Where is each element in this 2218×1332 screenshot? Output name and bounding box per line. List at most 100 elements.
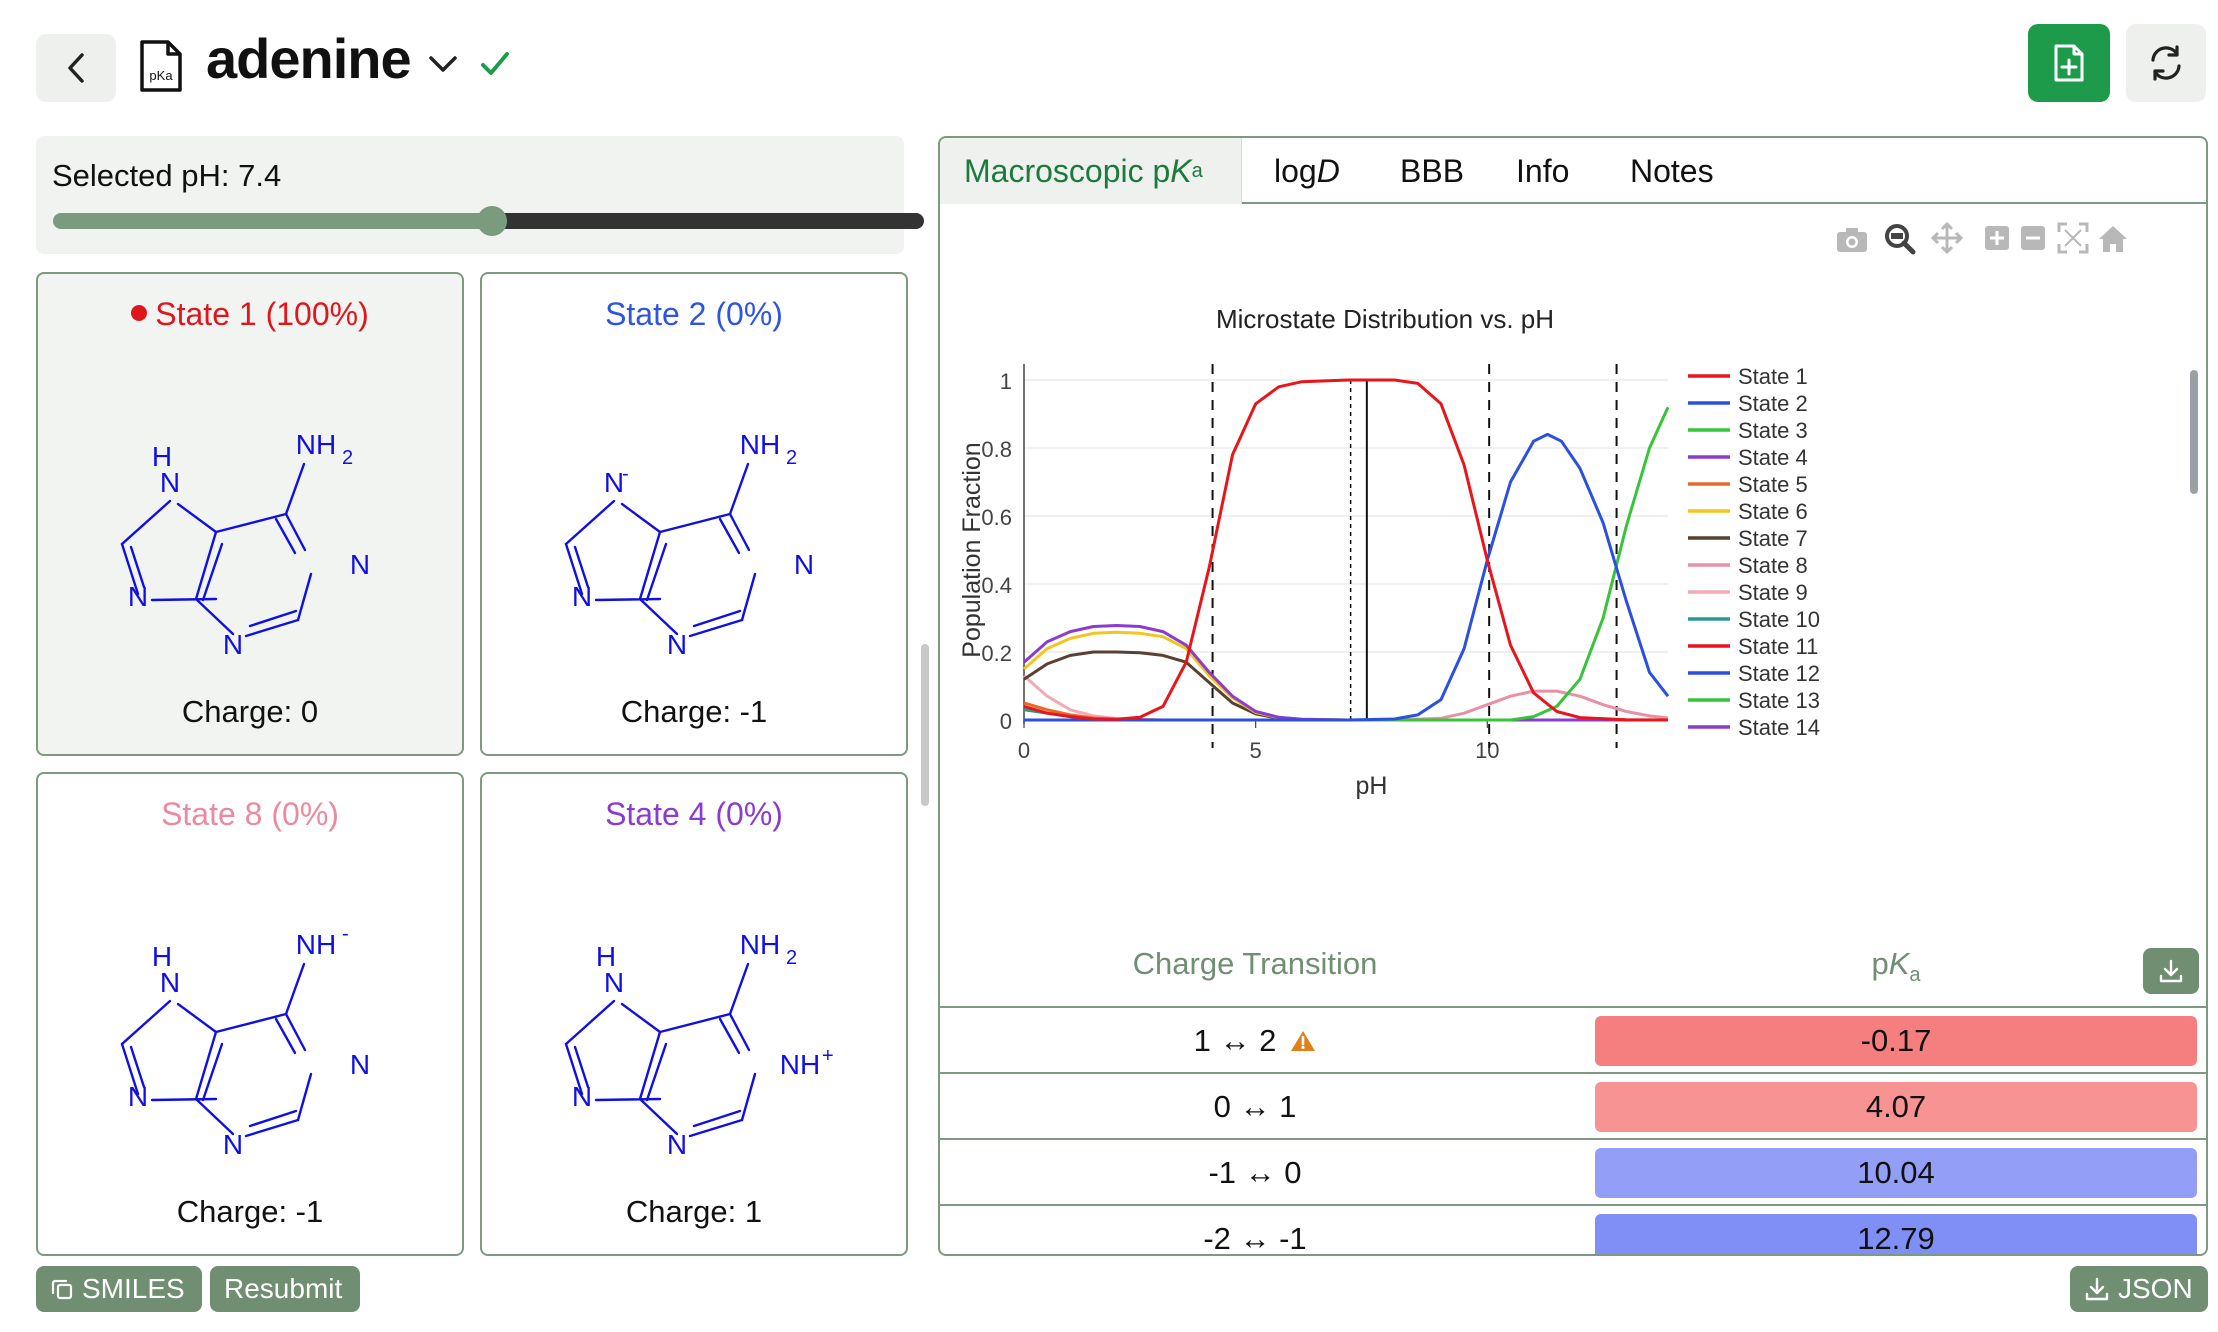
transition-text: 0 ↔ 1 [1213,1089,1297,1124]
tab-notes[interactable]: Notes [1630,138,1714,204]
x-tick-label: 10 [1475,738,1499,763]
home-icon[interactable] [2099,226,2127,252]
autoscale-icon[interactable] [2057,222,2089,254]
y-tick-label: 0.6 [981,505,1012,530]
amine-label: NH [296,929,336,960]
table-row: -2 ↔ -1 12.79 [940,1204,2206,1256]
resubmit-button[interactable]: Resubmit [210,1266,360,1312]
molecule-title[interactable]: adenine [206,27,412,90]
legend-label: State 11 [1738,634,1818,659]
new-document-button[interactable] [2028,24,2110,102]
ph-slider-thumb[interactable] [477,206,507,236]
tab-logd[interactable]: log D [1274,138,1340,204]
transition-text: 1 ↔ 2 [1193,1023,1277,1058]
molecule-structure: N - N N N NH 2 [564,429,814,654]
state-card[interactable]: State 1 (100%) N H N N N NH 2 [36,272,464,756]
x-tick-label: 5 [1250,738,1262,763]
n9-atom-label: N [572,1081,592,1112]
pka-header-sub: a [1909,964,1921,987]
amine-label: NH [740,429,780,460]
zoom-in-icon[interactable] [1985,226,2009,250]
n7-atom-label: N [160,467,180,498]
h-atom-label: H [596,941,616,972]
state-title-text: State 1 (100%) [155,296,369,332]
n7-atom-label: N [160,967,180,998]
distribution-chart[interactable]: Microstate Distribution vs. pH 0 0.2 0.4 0.6… [940,204,2208,944]
json-label: JSON [2118,1273,2193,1304]
state-title: State 1 (100%) [38,296,462,333]
chart-title: Microstate Distribution vs. pH [1216,304,1554,334]
pan-icon[interactable] [1930,221,1964,255]
charge-transition-cell: 1 ↔ 2 [940,1008,1570,1074]
legend-label: State 12 [1738,661,1820,686]
charge-sup: - [622,463,629,485]
warning-icon[interactable] [1290,1029,1316,1053]
x-tick-label: 0 [1018,738,1030,763]
panel-resize-handle[interactable] [921,644,929,806]
tab-info[interactable]: Info [1516,138,1569,204]
smiles-label: SMILES [82,1273,185,1304]
legend-label: State 1 [1738,364,1808,389]
copy-icon [51,1279,73,1300]
transition-text: -2 ↔ -1 [1203,1221,1307,1256]
series-line [1023,630,1668,722]
zoom-out-icon[interactable] [2021,226,2045,250]
state-charge: Charge: -1 [620,694,768,729]
pka-value-cell: 4.07 [1595,1082,2197,1132]
refresh-button[interactable] [2126,24,2206,102]
table-row: 1 ↔ 2 -0.17 [940,1006,2206,1072]
amine-label: NH [740,929,780,960]
state-card[interactable]: State 2 (0%) N - N N N NH 2 [480,272,908,756]
n3-atom-label: N [223,629,243,654]
legend-label: State 3 [1738,418,1808,443]
molecule-structure: N H N N NH + NH 2 [564,929,834,1154]
y-tick-label: 1 [1000,369,1012,394]
legend-label: State 14 [1738,715,1820,740]
subscript: 2 [786,947,797,969]
state-title-text: State 4 (0%) [605,796,783,832]
legend-scrollbar [2190,370,2198,494]
state-card[interactable]: State 4 (0%) N H N N NH + NH 2 [480,772,908,1256]
n1-atom-label: N [794,549,814,580]
ph-slider-track[interactable] [486,213,924,229]
pka-value-cell: 10.04 [1595,1148,2197,1198]
series-line [1024,406,1670,722]
molecule-structure: N H N N N NH 2 [120,429,370,654]
state-title: State 2 (0%) [482,296,906,333]
copy-smiles-button[interactable]: SMILES [36,1266,202,1312]
state-title-text: State 2 (0%) [605,296,783,332]
h-atom-label: H [152,441,172,472]
ph-label: Selected pH: 7.4 [52,158,282,193]
charge-transition-cell: 0 ↔ 1 [940,1074,1570,1140]
state-title-text: State 8 (0%) [161,796,339,832]
tab-bbb[interactable]: BBB [1400,138,1464,204]
transition-text: -1 ↔ 0 [1208,1155,1302,1190]
pka-value-cell: 12.79 [1595,1214,2197,1254]
n1-atom-label: N [350,1049,370,1080]
y-axis-label: Population Fraction [958,442,986,657]
state-title: State 4 (0%) [482,796,906,833]
n3-atom-label: N [223,1129,243,1154]
legend-label: State 4 [1738,445,1808,470]
series-line [1023,624,1668,722]
pka-header: pKa [1595,946,2197,987]
download-json-button[interactable]: JSON [2070,1266,2208,1312]
chevron-down-icon[interactable] [428,54,458,74]
download-icon [2159,959,2183,983]
camera-icon[interactable] [1837,228,1867,252]
ph-slider-fill[interactable] [53,213,493,229]
chevron-left-icon [68,53,84,83]
state-card[interactable]: State 8 (0%) N H N N N NH - [36,772,464,1256]
legend-label: State 13 [1738,688,1820,713]
download-table-button[interactable] [2143,948,2199,994]
back-button[interactable] [36,34,116,102]
charge-transition-cell: -2 ↔ -1 [940,1206,1570,1256]
legend-label: State 6 [1738,499,1808,524]
series-line [1023,674,1668,722]
zoom-icon[interactable] [1885,224,1916,255]
n3-atom-label: N [667,629,687,654]
resubmit-label: Resubmit [224,1273,343,1304]
y-tick-label: 0.2 [981,641,1012,666]
